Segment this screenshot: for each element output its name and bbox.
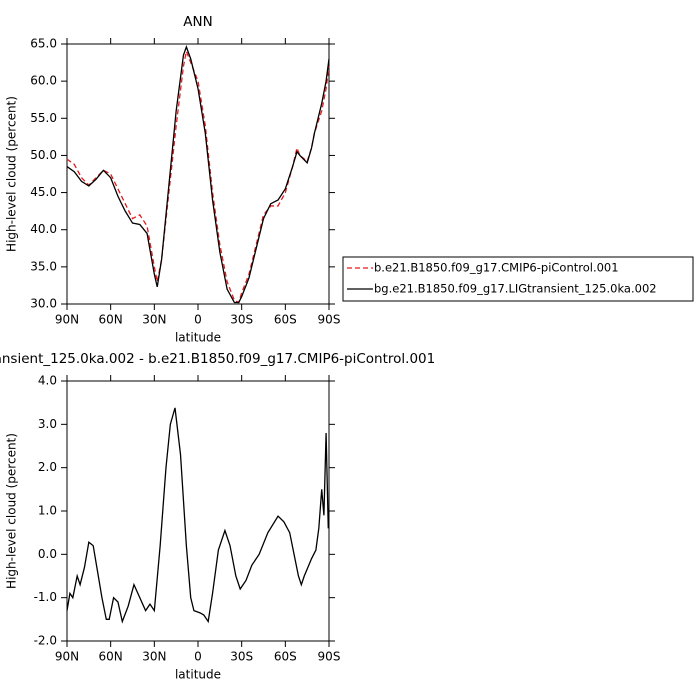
x-tick-label: 60S [274,313,297,327]
x-tick-label: 60N [99,313,123,327]
x-tick-label: 0 [194,650,202,664]
data-line [66,49,330,304]
x-tick-label: 30N [142,650,166,664]
x-tick-label: 90N [55,650,79,664]
y-tick-label: 2.0 [38,460,57,474]
y-tick-label: 65.0 [30,37,57,51]
y-tick-label: 50.0 [30,148,57,162]
x-tick-label: 30S [230,313,253,327]
y-tick-label: -1.0 [34,590,57,604]
y-tick-label: 3.0 [38,417,57,431]
x-axis-label: latitude [175,331,221,345]
x-tick-label: 90N [55,313,79,327]
x-tick-label: 90S [318,313,341,327]
plot-frame [66,43,330,305]
y-tick-label: 4.0 [38,374,57,388]
x-tick-label: 30S [230,650,253,664]
y-axis-label: High-level cloud (percent) [5,96,19,252]
x-tick-label: 60N [99,650,123,664]
legend-box [342,256,694,302]
y-tick-label: 60.0 [30,74,57,88]
data-line [66,45,330,304]
plot-frame [66,380,330,642]
chart-title: ANN [183,14,212,30]
y-axis-label: High-level cloud (percent) [5,433,19,589]
x-tick-label: 90S [318,650,341,664]
y-tick-label: 45.0 [30,185,57,199]
y-tick-label: 30.0 [30,297,57,311]
y-tick-label: -2.0 [34,634,57,648]
x-tick-label: 30N [142,313,166,327]
x-axis-label: latitude [175,668,221,682]
x-tick-label: 0 [194,313,202,327]
y-tick-label: 35.0 [30,259,57,273]
y-tick-label: 0.0 [38,547,57,561]
y-tick-label: 40.0 [30,222,57,236]
data-line [66,407,329,624]
x-tick-label: 60S [274,650,297,664]
y-tick-label: 1.0 [38,504,57,518]
legend-label: bg.e21.B1850.f09_g17.LIGtransient_125.0k… [374,282,657,296]
chart-title: LIGtransient_125.0ka.002 - b.e21.B1850.f… [0,351,435,367]
y-tick-label: 55.0 [30,111,57,125]
legend-label: b.e21.B1850.f09_g17.CMIP6-piControl.001 [374,261,619,275]
